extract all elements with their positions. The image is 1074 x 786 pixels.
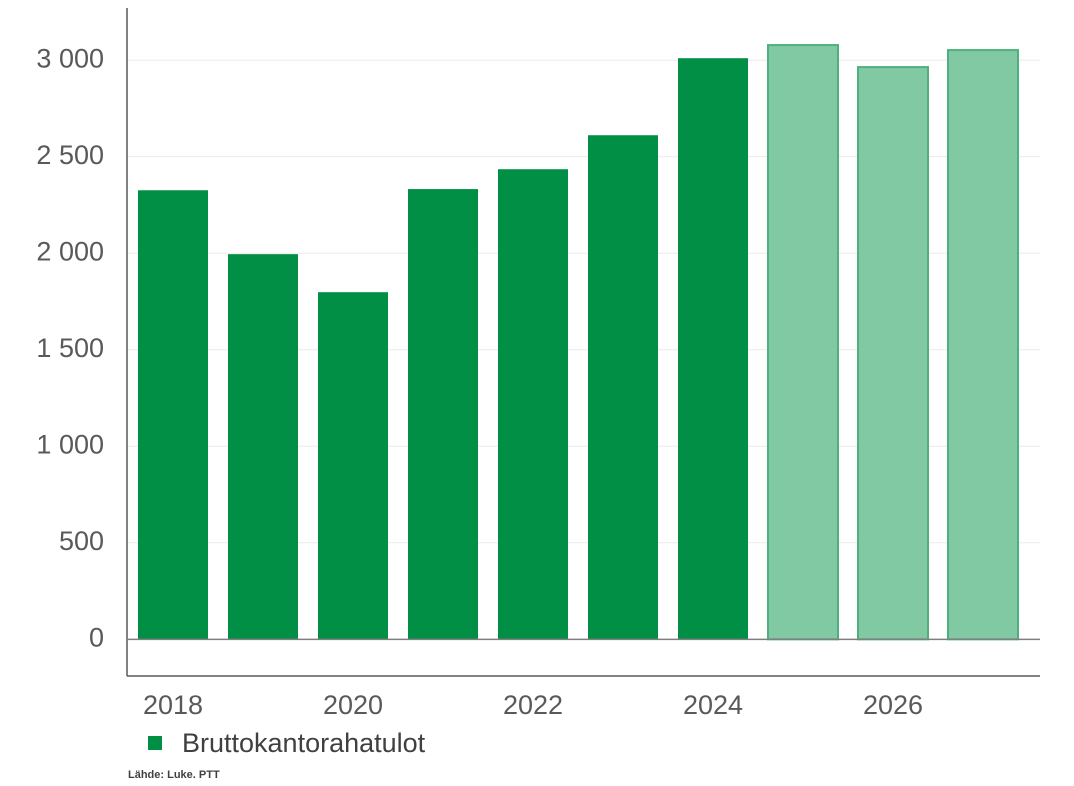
bar — [767, 44, 839, 641]
legend-label: Bruttokantorahatulot — [182, 728, 426, 758]
y-tick-label: 500 — [59, 526, 104, 556]
bar — [228, 254, 298, 640]
bar — [138, 190, 208, 640]
source-note: Lähde: Luke. PTT — [128, 769, 220, 781]
y-tick-label: 1 000 — [36, 429, 104, 459]
bar — [318, 292, 388, 640]
y-tick-label: 2 000 — [36, 236, 104, 266]
bar — [588, 135, 658, 640]
y-tick-label: 2 500 — [36, 140, 104, 170]
x-tick-label: 2020 — [323, 690, 383, 720]
legend-swatch — [148, 736, 162, 750]
x-tick-label: 2018 — [143, 690, 203, 720]
bar — [947, 49, 1019, 641]
bar — [678, 58, 748, 640]
bar — [498, 169, 568, 640]
x-tick-label: 2026 — [863, 690, 923, 720]
y-tick-label: 0 — [89, 622, 104, 652]
bar — [408, 189, 478, 640]
bar — [857, 66, 929, 641]
x-tick-label: 2022 — [503, 690, 563, 720]
y-tick-label: 1 500 — [36, 333, 104, 363]
y-tick-label: 3 000 — [36, 43, 104, 73]
x-tick-label: 2024 — [683, 690, 743, 720]
